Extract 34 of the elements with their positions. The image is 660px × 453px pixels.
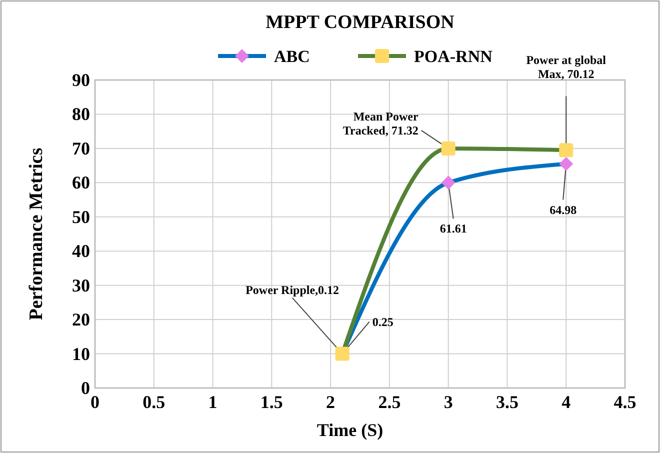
y-tick-label: 90 [72, 70, 90, 90]
point [441, 176, 456, 190]
y-tick-label: 70 [72, 138, 90, 158]
y-tick-label: 30 [72, 275, 90, 296]
annotation: 61.61 [440, 222, 467, 236]
chart-title: MPPT COMPARISON [266, 12, 455, 33]
x-tick-label: 2 [326, 392, 336, 412]
y-axis-title: Performance Metrics [26, 148, 47, 320]
x-axis-title: Time (S) [316, 420, 384, 440]
x-tick-label: 3.5 [496, 392, 518, 412]
y-tick-label: 0 [81, 378, 90, 398]
y-tick-label: 10 [72, 344, 90, 364]
x-tick-label: 1 [208, 392, 218, 412]
annotation: 64.98 [550, 202, 577, 217]
x-tick-label: 3 [444, 392, 453, 412]
point [559, 156, 574, 171]
legend-label: POA-RNN [414, 47, 494, 66]
x-tick-label: 2.5 [378, 392, 401, 412]
annotation: Mean Power Tracked, 71.32 [342, 109, 419, 138]
point [559, 143, 574, 158]
legend-label: ABC [274, 47, 310, 66]
y-tick-label: 80 [72, 104, 90, 124]
point [441, 141, 456, 156]
x-tick-label: 4.5 [614, 392, 636, 412]
x-tick-label: 4 [562, 392, 571, 412]
y-tick-label: 40 [72, 241, 90, 262]
annotation: Power Ripple,0.12 [246, 282, 340, 297]
y-tick-label: 20 [72, 310, 90, 330]
y-tick-label: 60 [72, 172, 90, 193]
annotation: Power at global Max, 70.12 [526, 53, 607, 82]
annotation: 0.25 [372, 314, 394, 329]
x-tick-label: 0.5 [142, 392, 166, 412]
y-tick-label: 50 [72, 206, 90, 227]
x-tick-label: 1.5 [260, 392, 283, 412]
